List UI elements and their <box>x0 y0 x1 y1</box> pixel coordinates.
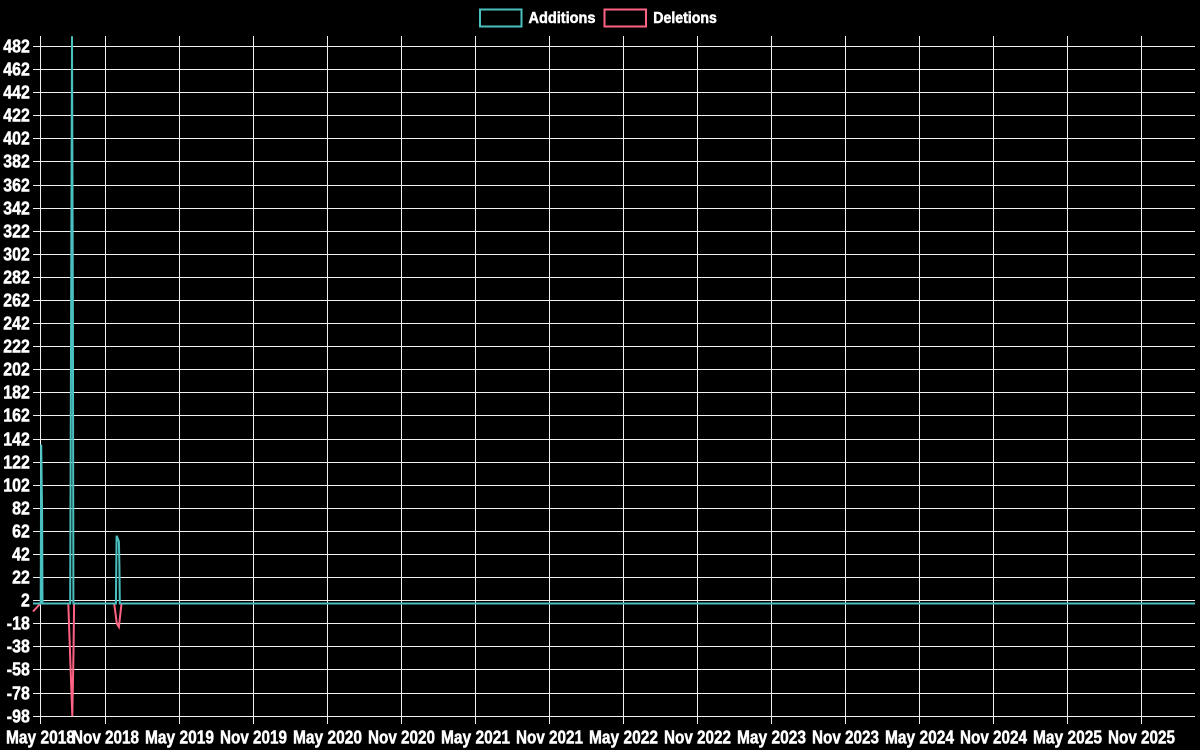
svg-text:-78: -78 <box>7 684 30 704</box>
svg-text:Nov 2019: Nov 2019 <box>220 728 287 748</box>
svg-text:202: 202 <box>3 360 30 380</box>
svg-text:402: 402 <box>3 129 30 149</box>
svg-text:382: 382 <box>3 152 30 172</box>
svg-text:262: 262 <box>3 291 30 311</box>
svg-text:162: 162 <box>3 406 30 426</box>
svg-text:Nov 2018: Nov 2018 <box>72 728 139 748</box>
svg-text:482: 482 <box>3 37 30 57</box>
svg-text:Nov 2022: Nov 2022 <box>664 728 731 748</box>
svg-text:Nov 2023: Nov 2023 <box>812 728 879 748</box>
svg-text:22: 22 <box>12 568 30 588</box>
svg-text:Nov 2021: Nov 2021 <box>516 728 583 748</box>
svg-text:302: 302 <box>3 245 30 265</box>
svg-text:May 2021: May 2021 <box>441 728 510 748</box>
svg-text:82: 82 <box>12 499 30 519</box>
svg-text:-58: -58 <box>7 660 30 680</box>
svg-text:Nov 2025: Nov 2025 <box>1108 728 1175 748</box>
svg-text:282: 282 <box>3 268 30 288</box>
svg-text:Nov 2024: Nov 2024 <box>960 728 1027 748</box>
svg-text:42: 42 <box>12 545 30 565</box>
svg-text:May 2023: May 2023 <box>737 728 806 748</box>
svg-text:May 2024: May 2024 <box>885 728 954 748</box>
svg-text:442: 442 <box>3 83 30 103</box>
svg-text:Nov 2020: Nov 2020 <box>368 728 435 748</box>
svg-text:182: 182 <box>3 383 30 403</box>
svg-text:-18: -18 <box>7 614 30 634</box>
svg-text:142: 142 <box>3 430 30 450</box>
svg-text:62: 62 <box>12 522 30 542</box>
svg-text:Additions: Additions <box>529 10 596 27</box>
svg-text:122: 122 <box>3 453 30 473</box>
svg-text:May 2019: May 2019 <box>145 728 214 748</box>
svg-text:May 2025: May 2025 <box>1033 728 1102 748</box>
svg-text:May 2018: May 2018 <box>6 728 75 748</box>
svg-text:102: 102 <box>3 476 30 496</box>
svg-text:242: 242 <box>3 314 30 334</box>
svg-text:2: 2 <box>21 591 30 611</box>
svg-text:May 2022: May 2022 <box>589 728 658 748</box>
svg-text:May 2020: May 2020 <box>293 728 362 748</box>
svg-text:362: 362 <box>3 176 30 196</box>
svg-text:222: 222 <box>3 337 30 357</box>
svg-text:-98: -98 <box>7 707 30 727</box>
svg-text:Deletions: Deletions <box>653 10 717 27</box>
svg-text:462: 462 <box>3 60 30 80</box>
svg-text:422: 422 <box>3 106 30 126</box>
svg-text:322: 322 <box>3 222 30 242</box>
svg-text:342: 342 <box>3 199 30 219</box>
svg-text:-38: -38 <box>7 637 30 657</box>
